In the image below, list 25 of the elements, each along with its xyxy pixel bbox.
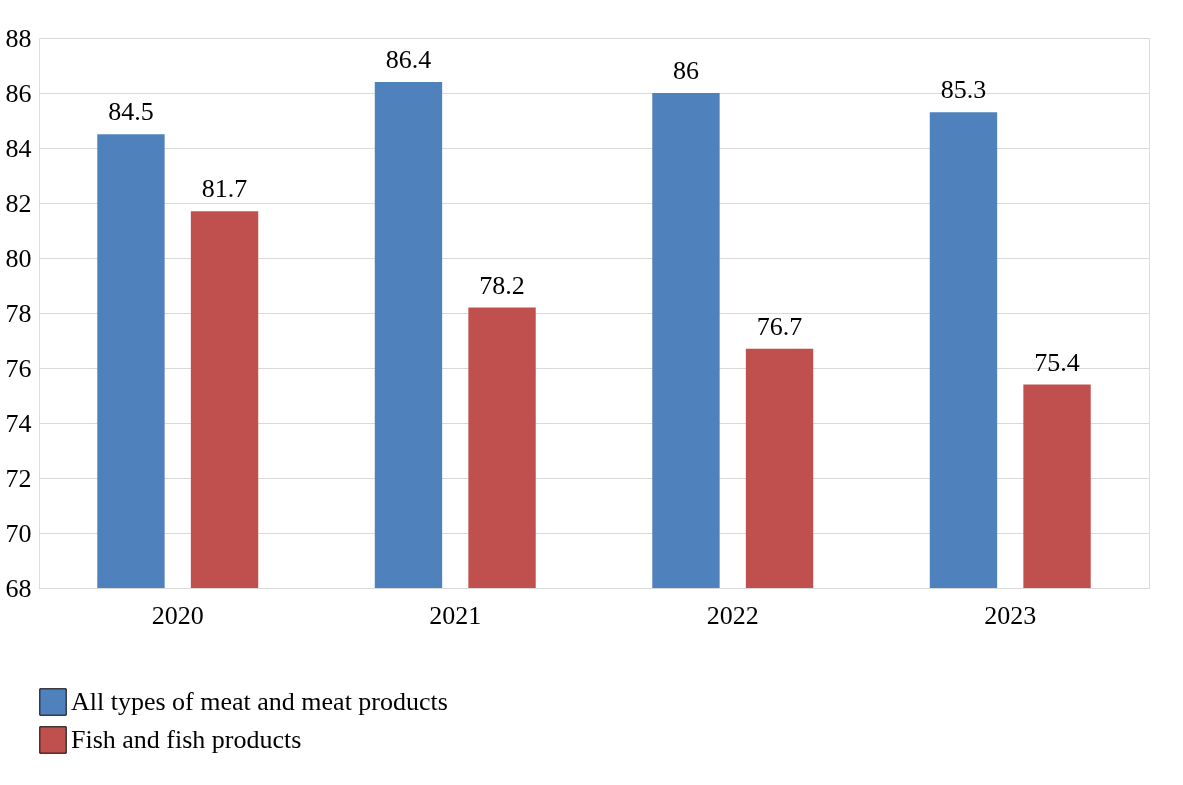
x-tick-label: 2021 [429, 600, 482, 630]
y-tick-label: 78 [5, 298, 32, 328]
data-label: 81.7 [201, 174, 248, 204]
y-tick-label: 86 [5, 78, 32, 108]
y-tick-label: 70 [5, 518, 32, 548]
y-tick-label: 72 [5, 463, 32, 493]
data-label: 78.2 [479, 270, 525, 300]
data-label: 75.4 [1034, 347, 1080, 377]
legend-label: Fish and fish products [71, 725, 302, 754]
y-tick-label: 74 [5, 408, 32, 438]
x-tick-label: 2020 [151, 600, 204, 630]
data-label: 86 [672, 56, 699, 85]
y-tick-label: 82 [5, 188, 32, 218]
data-label: 84.5 [108, 97, 154, 127]
y-tick-label: 76 [5, 353, 32, 383]
legend-label: All types of meat and meat products [71, 687, 448, 716]
data-label: 86.4 [385, 45, 432, 74]
data-label: 85.3 [940, 75, 987, 105]
y-tick-label: 80 [5, 243, 32, 273]
y-tick-label: 84 [5, 133, 32, 163]
y-tick-label: 68 [5, 573, 32, 603]
x-tick-label: 2022 [706, 600, 759, 630]
y-tick-label: 88 [5, 23, 32, 53]
data-label: 76.7 [756, 311, 803, 341]
x-tick-label: 2023 [984, 600, 1037, 630]
